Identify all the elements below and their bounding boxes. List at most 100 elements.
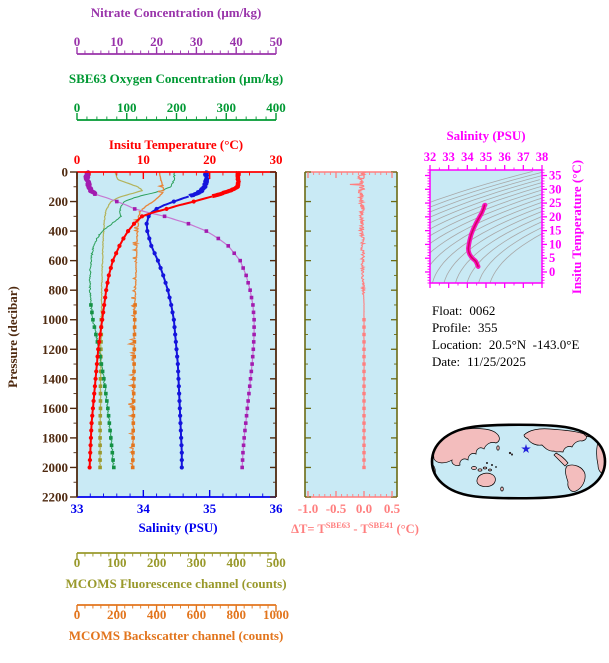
svg-text:200: 200: [49, 194, 69, 209]
series-nitrate: [83, 169, 256, 470]
salinity-axis-title: Salinity (PSU): [138, 520, 218, 535]
svg-text:20: 20: [549, 210, 562, 224]
svg-text:300: 300: [217, 100, 237, 115]
svg-text:34: 34: [137, 501, 151, 516]
profile-value: 355: [478, 320, 498, 335]
svg-text:100: 100: [117, 100, 137, 115]
svg-text:37: 37: [517, 150, 530, 164]
location-label: Location:: [432, 337, 482, 352]
svg-text:0.5: 0.5: [384, 501, 401, 516]
series-salinity: [144, 170, 210, 470]
svg-text:800: 800: [49, 283, 69, 298]
location-value: 20.5°N -143.0°E: [488, 337, 580, 352]
profile-row: Profile: 355: [432, 319, 579, 336]
svg-text:-0.5: -0.5: [326, 501, 347, 516]
nitrate-axis-title: Nitrate Concentration (μm/kg): [90, 5, 262, 20]
svg-text:35: 35: [549, 169, 562, 183]
svg-text:1800: 1800: [42, 430, 68, 445]
svg-text:0: 0: [74, 555, 81, 570]
svg-text:500: 500: [266, 555, 286, 570]
series-backscatter: [126, 171, 165, 470]
delta-t-axis-title: ΔT= TSBE63 - TSBE41 (°C): [291, 520, 419, 537]
svg-text:35: 35: [480, 150, 493, 164]
svg-text:0: 0: [549, 265, 555, 279]
float-id-row: Float: 0062: [432, 302, 579, 319]
svg-text:5: 5: [549, 251, 555, 265]
svg-text:1000: 1000: [42, 312, 68, 327]
svg-text:200: 200: [167, 100, 187, 115]
delta-t-title-post: (°C): [393, 522, 419, 537]
svg-text:400: 400: [147, 607, 167, 622]
svg-text:15: 15: [549, 224, 562, 238]
isopycnal-contours: [430, 171, 542, 283]
svg-text:0.0: 0.0: [356, 501, 372, 516]
float-info-block: Float: 0062 Profile: 355 Location: 20.5°N -…: [432, 302, 579, 370]
series-temperature: [87, 170, 241, 470]
float-location-star-icon: [521, 444, 531, 453]
delta-t-title-mid: - T: [350, 522, 369, 537]
fluorescence-axis-title: MCOMS Fluorescence channel (counts): [65, 576, 287, 591]
backscatter-axis-title: MCOMS Backscatter channel (counts): [68, 628, 284, 643]
ts-diagram-title: Salinity (PSU): [446, 128, 526, 143]
profile-label: Profile:: [432, 320, 471, 335]
svg-text:200: 200: [147, 555, 167, 570]
svg-text:10: 10: [110, 34, 123, 49]
svg-text:-1.0: -1.0: [298, 501, 319, 516]
svg-text:100: 100: [107, 555, 127, 570]
svg-text:10: 10: [549, 237, 562, 251]
svg-text:600: 600: [187, 607, 207, 622]
svg-text:400: 400: [226, 555, 246, 570]
svg-text:33: 33: [71, 501, 85, 516]
svg-text:34: 34: [461, 150, 474, 164]
svg-text:40: 40: [230, 34, 243, 49]
svg-text:1400: 1400: [42, 371, 68, 386]
svg-text:38: 38: [536, 150, 549, 164]
svg-text:35: 35: [203, 501, 217, 516]
delta-t-title-pre: ΔT= T: [291, 522, 326, 537]
svg-text:400: 400: [49, 224, 69, 239]
svg-text:0: 0: [62, 165, 69, 180]
world-map: [430, 423, 607, 500]
svg-text:0: 0: [74, 607, 81, 622]
svg-text:36: 36: [498, 150, 511, 164]
temperature-axis-title: Insitu Temperature (°C): [108, 137, 244, 152]
svg-text:10: 10: [137, 152, 150, 167]
date-value: 11/25/2025: [467, 354, 526, 369]
svg-text:32: 32: [424, 150, 437, 164]
pressure-axis-title: Pressure (decibar): [5, 286, 20, 388]
svg-text:1600: 1600: [42, 401, 68, 416]
svg-text:25: 25: [549, 196, 562, 210]
delta-t-title-sup2: SBE41: [368, 520, 394, 530]
delta-t-plot: -1.0 -0.5 0.0 0.5: [298, 171, 401, 516]
svg-text:36: 36: [270, 501, 284, 516]
svg-text:30: 30: [549, 182, 562, 196]
float-label: Float:: [432, 303, 463, 318]
svg-text:2000: 2000: [42, 460, 68, 475]
ts-temperature-axis-title: Insitu Temperature (°C): [569, 159, 584, 295]
date-row: Date: 11/25/2025: [432, 353, 579, 370]
svg-text:30: 30: [270, 152, 283, 167]
float-value: 0062: [469, 303, 496, 318]
location-row: Location: 20.5°N -143.0°E: [432, 336, 579, 353]
oxygen-axis-title: SBE63 Oxygen Concentration (μm/kg): [68, 71, 284, 86]
svg-text:1000: 1000: [263, 607, 289, 622]
svg-text:2200: 2200: [42, 490, 68, 505]
svg-text:0: 0: [74, 34, 81, 49]
svg-text:20: 20: [203, 152, 216, 167]
date-label: Date:: [432, 354, 461, 369]
delta-t-title-sup1: SBE63: [325, 520, 351, 530]
svg-text:33: 33: [442, 150, 455, 164]
svg-text:30: 30: [190, 34, 203, 49]
svg-text:1200: 1200: [42, 342, 68, 357]
svg-text:50: 50: [270, 34, 283, 49]
svg-text:300: 300: [187, 555, 207, 570]
svg-text:400: 400: [266, 100, 286, 115]
svg-text:200: 200: [107, 607, 127, 622]
svg-text:600: 600: [49, 253, 69, 268]
svg-text:0: 0: [74, 152, 81, 167]
